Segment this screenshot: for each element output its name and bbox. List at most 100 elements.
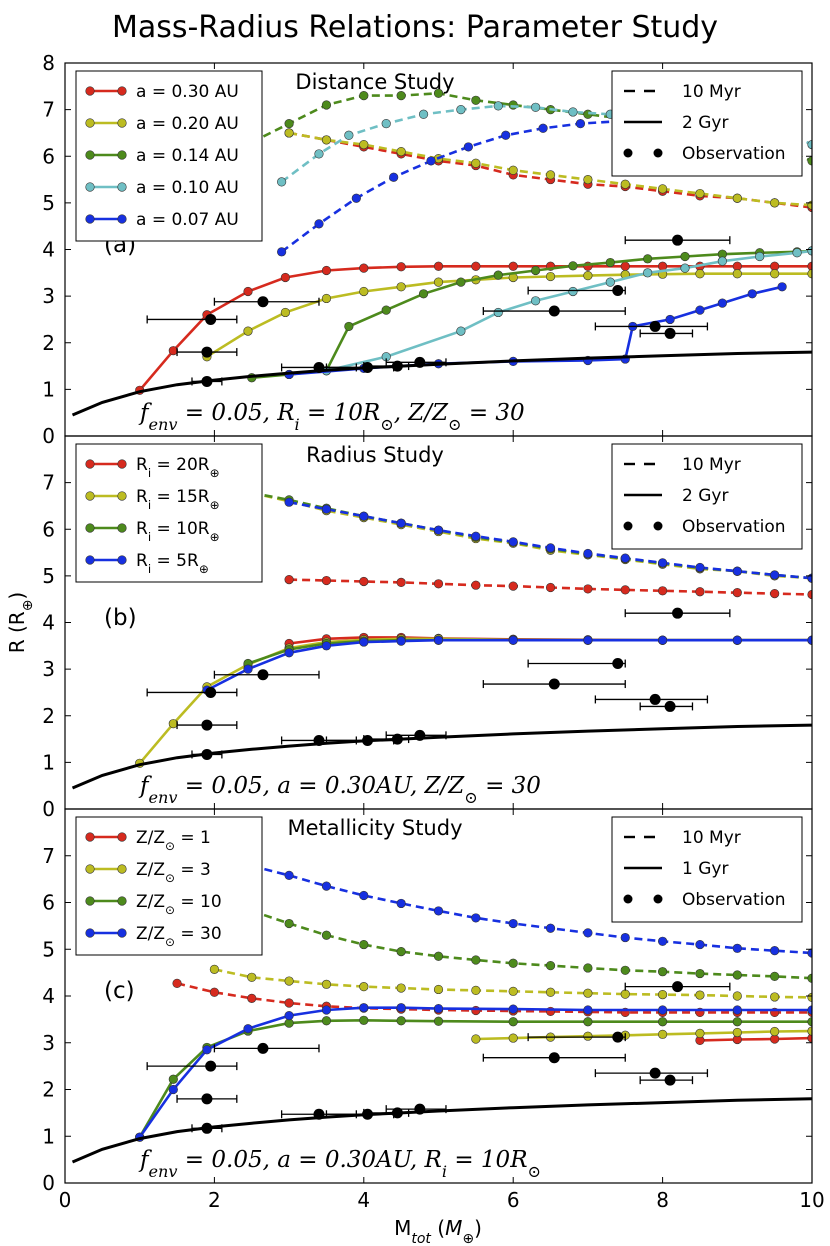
data-point xyxy=(396,1003,406,1013)
series-line xyxy=(206,638,812,692)
legend-marker xyxy=(85,491,95,501)
data-point xyxy=(321,135,332,145)
data-point xyxy=(321,504,332,514)
data-point xyxy=(344,130,354,140)
text-run: = 5R xyxy=(151,551,199,571)
data-point xyxy=(508,986,518,996)
legend-marker xyxy=(85,523,95,533)
data-point xyxy=(471,913,481,923)
data-point xyxy=(583,928,593,938)
data-point xyxy=(807,261,812,271)
text-run: = 0.05, a = 0.30AU xyxy=(178,773,414,799)
y-tick-label: 1 xyxy=(42,377,55,401)
observation-point xyxy=(201,1122,213,1134)
style-legend-label: 2 Gyr xyxy=(682,113,728,133)
legend-label: a = 0.10 AU xyxy=(136,178,239,198)
style-legend-dot xyxy=(653,521,663,531)
data-point xyxy=(433,635,444,645)
data-point xyxy=(321,881,332,891)
text-run: = 3 xyxy=(175,860,211,880)
text-run: = 15R xyxy=(151,487,210,507)
style-legend-dot xyxy=(623,148,633,158)
data-point xyxy=(396,518,406,528)
data-point xyxy=(583,1005,593,1015)
style-legend-dot xyxy=(623,521,633,531)
data-point xyxy=(284,575,294,585)
text-run: = 0.05, R xyxy=(178,400,295,426)
y-tick-label: 7 xyxy=(42,844,55,868)
data-point xyxy=(168,346,178,356)
legend-marker xyxy=(117,896,127,906)
subscript: env xyxy=(149,415,178,434)
data-point xyxy=(531,296,541,306)
legend-marker xyxy=(85,896,95,906)
data-point xyxy=(508,1033,518,1043)
data-point xyxy=(583,988,593,998)
series-line xyxy=(138,264,812,392)
y-tick-label: 5 xyxy=(42,937,55,961)
observation-point xyxy=(201,719,213,731)
data-point xyxy=(471,580,481,590)
data-point xyxy=(247,993,257,1003)
text-run: = 10R xyxy=(300,400,380,426)
data-point xyxy=(321,575,332,586)
legend-marker xyxy=(117,523,127,533)
data-point xyxy=(620,932,630,943)
legend-label: a = 0.07 AU xyxy=(136,210,239,230)
panel-label: (b) xyxy=(104,605,137,631)
text-run: Z/Z xyxy=(136,892,165,912)
data-point xyxy=(433,984,444,995)
data-point xyxy=(545,170,556,180)
data-point xyxy=(545,923,556,933)
data-point xyxy=(657,558,668,568)
observation-point xyxy=(362,361,374,373)
data-point xyxy=(770,198,780,208)
data-point xyxy=(695,562,705,573)
legend-marker xyxy=(85,555,95,565)
data-point xyxy=(508,1004,518,1014)
data-point xyxy=(243,1024,253,1034)
data-point xyxy=(732,991,742,1001)
data-point xyxy=(321,293,332,304)
data-point xyxy=(583,174,593,185)
data-point xyxy=(209,964,219,974)
y-tick-label: 1 xyxy=(42,1124,55,1148)
y-tick-label: 0 xyxy=(42,1171,55,1195)
subscript: ⊕ xyxy=(210,530,220,544)
data-point xyxy=(418,289,429,299)
data-point xyxy=(747,289,757,299)
data-point xyxy=(568,107,578,117)
data-point xyxy=(456,105,466,115)
data-point xyxy=(807,589,812,600)
text-run: Z/Z xyxy=(136,828,165,848)
y-tick-label: 2 xyxy=(42,704,55,728)
data-point xyxy=(243,326,253,336)
text-run: M xyxy=(394,1216,411,1240)
y-tick-label: 0 xyxy=(42,424,55,448)
data-point xyxy=(545,987,556,997)
data-point xyxy=(471,955,481,965)
legend-label: Z/Z⊙ = 3 xyxy=(136,860,211,885)
parameter-annotation: fenv = 0.05, Ri = 10R⊙, Z/Z⊙ = 30 xyxy=(138,400,525,434)
data-point xyxy=(433,906,444,916)
data-point xyxy=(770,588,780,599)
legend-label: Z/Z⊙ = 10 xyxy=(136,892,222,917)
legend-label: a = 0.14 AU xyxy=(136,146,239,166)
series-line xyxy=(71,1097,812,1164)
y-tick-label: 3 xyxy=(42,1031,55,1055)
data-point xyxy=(284,648,294,658)
panel-label: (c) xyxy=(104,978,135,1004)
data-point xyxy=(508,635,518,645)
legend-marker xyxy=(85,459,95,469)
legend-marker xyxy=(85,118,95,128)
observation-point xyxy=(391,733,403,745)
data-point xyxy=(755,251,765,262)
data-point xyxy=(433,525,444,535)
y-tick-label: 4 xyxy=(42,238,55,262)
observation-point xyxy=(649,320,661,332)
data-point xyxy=(277,177,287,187)
legend-label: a = 0.20 AU xyxy=(136,114,239,134)
data-point xyxy=(508,537,518,547)
subscript: ⊙ xyxy=(165,871,175,885)
